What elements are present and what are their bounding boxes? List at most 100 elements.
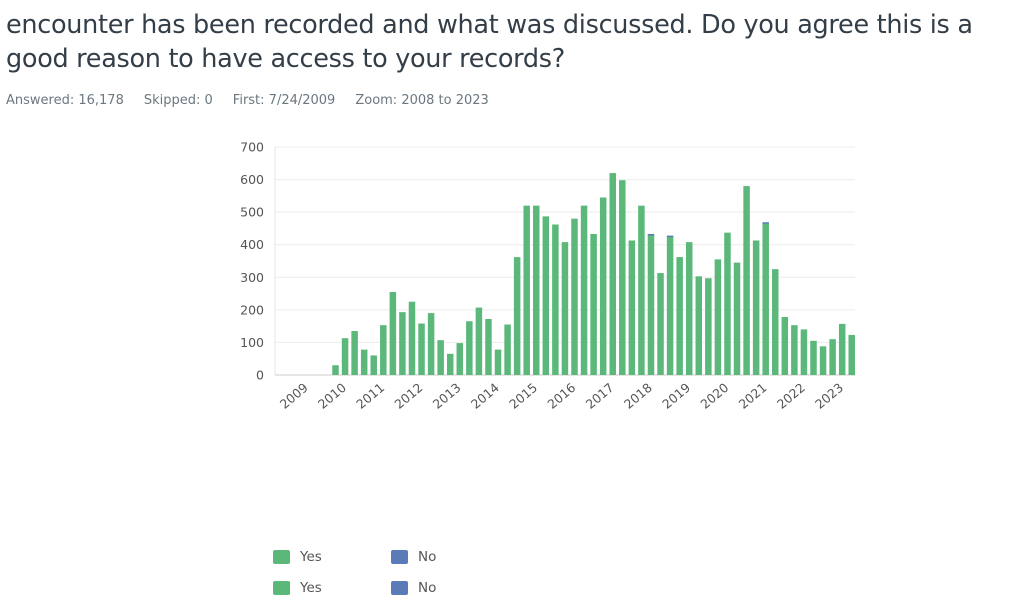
bar-yes[interactable] — [399, 312, 406, 375]
legend-label: No — [418, 580, 437, 596]
legend-item-yes[interactable]: Yes — [273, 549, 322, 565]
bar-yes[interactable] — [619, 180, 626, 375]
bar-yes[interactable] — [848, 334, 855, 375]
bar-yes[interactable] — [351, 331, 358, 375]
legend-label: Yes — [300, 549, 322, 565]
bar-yes[interactable] — [743, 186, 750, 375]
x-tick-label: 2018 — [621, 380, 655, 412]
y-tick-label: 600 — [240, 172, 264, 187]
bar-yes[interactable] — [542, 216, 550, 375]
x-tick-label: 2011 — [353, 380, 387, 412]
y-tick-label: 0 — [256, 368, 264, 383]
bar-yes[interactable] — [523, 205, 530, 375]
bar-yes[interactable] — [389, 291, 397, 375]
bar-yes[interactable] — [638, 205, 645, 375]
x-tick-label: 2020 — [697, 380, 731, 412]
x-tick-label: 2012 — [391, 380, 425, 412]
bar-yes[interactable] — [437, 340, 444, 375]
bar-yes[interactable] — [427, 313, 435, 375]
bar-yes[interactable] — [418, 323, 425, 375]
bar-yes[interactable] — [647, 234, 655, 375]
bar-yes[interactable] — [341, 338, 349, 375]
x-tick-label: 2014 — [468, 380, 502, 412]
x-tick-label: 2015 — [506, 380, 540, 412]
bar-yes[interactable] — [791, 325, 798, 375]
bar-yes[interactable] — [446, 353, 454, 375]
x-tick-label: 2017 — [583, 380, 617, 412]
legend-item-no[interactable]: No — [391, 580, 436, 596]
legend-item-yes[interactable]: Yes — [273, 580, 322, 596]
bar-yes[interactable] — [685, 242, 693, 375]
bar-no[interactable] — [762, 222, 769, 224]
bar-yes[interactable] — [666, 236, 674, 375]
bar-yes[interactable] — [705, 278, 712, 375]
bar-yes[interactable] — [676, 257, 683, 375]
x-tick-label: 2021 — [736, 380, 770, 412]
bar-yes[interactable] — [590, 233, 597, 375]
bar-yes[interactable] — [561, 242, 569, 375]
bar-yes[interactable] — [724, 232, 731, 375]
bar-yes[interactable] — [408, 301, 416, 375]
bar-yes[interactable] — [360, 349, 368, 375]
question-title: encounter has been recorded and what was… — [6, 10, 973, 74]
bar-no[interactable] — [666, 235, 674, 238]
bar-yes[interactable] — [513, 257, 521, 375]
bar-yes[interactable] — [714, 259, 722, 375]
bar-yes[interactable] — [733, 262, 741, 375]
bar-yes[interactable] — [810, 340, 817, 375]
x-tick-label: 2022 — [774, 380, 808, 412]
bar-yes[interactable] — [504, 324, 511, 375]
bar-yes[interactable] — [475, 307, 483, 375]
y-tick-label: 200 — [240, 302, 264, 317]
bar-yes[interactable] — [332, 365, 339, 375]
bar-yes[interactable] — [781, 317, 789, 375]
bar-yes[interactable] — [752, 240, 760, 375]
bar-yes[interactable] — [609, 173, 616, 375]
y-tick-label: 400 — [240, 237, 264, 252]
bar-yes[interactable] — [380, 325, 387, 375]
zoom-range[interactable]: Zoom: 2008 to 2023 — [355, 93, 489, 108]
bar-yes[interactable] — [772, 269, 779, 375]
bar-yes[interactable] — [695, 276, 703, 375]
bar-yes[interactable] — [628, 240, 636, 375]
bar-yes[interactable] — [829, 339, 836, 375]
bar-yes[interactable] — [580, 205, 588, 375]
first-date: First: 7/24/2009 — [232, 93, 336, 108]
legend-swatch — [273, 581, 290, 595]
bar-yes[interactable] — [533, 205, 540, 375]
y-tick-label: 100 — [240, 335, 264, 350]
legend-swatch — [273, 550, 290, 564]
bar-yes[interactable] — [819, 346, 827, 375]
x-tick-label: 2016 — [544, 380, 578, 412]
response-meta: Answered: 16,178 Skipped: 0 First: 7/24/… — [6, 93, 489, 108]
legend-swatch — [391, 581, 408, 595]
x-tick-label: 2010 — [315, 380, 349, 412]
legend-swatch — [391, 550, 408, 564]
bar-yes[interactable] — [456, 343, 464, 375]
bar-yes[interactable] — [571, 218, 578, 375]
bar-yes[interactable] — [466, 321, 473, 375]
y-tick-label: 300 — [240, 270, 264, 285]
legend-item-no[interactable]: No — [391, 549, 436, 565]
bar-yes[interactable] — [494, 349, 502, 375]
legend-label: Yes — [300, 580, 322, 596]
x-tick-label: 2009 — [277, 380, 311, 412]
answered-count: Answered: 16,178 — [6, 93, 124, 108]
bar-yes[interactable] — [599, 197, 607, 375]
legend-label: No — [418, 549, 437, 565]
bar-yes[interactable] — [485, 318, 492, 375]
y-tick-label: 500 — [240, 205, 264, 220]
bar-yes[interactable] — [552, 224, 559, 375]
bar-no[interactable] — [647, 233, 655, 236]
x-tick-label: 2019 — [659, 380, 693, 412]
bar-yes[interactable] — [657, 273, 664, 375]
x-tick-label: 2023 — [812, 380, 846, 412]
bar-yes[interactable] — [838, 323, 846, 375]
bar-yes[interactable] — [762, 223, 769, 375]
bar-yes[interactable] — [370, 355, 377, 375]
y-tick-label: 700 — [240, 140, 264, 155]
skipped-count: Skipped: 0 — [143, 93, 213, 108]
x-tick-label: 2013 — [430, 380, 464, 412]
bar-yes[interactable] — [800, 329, 808, 375]
